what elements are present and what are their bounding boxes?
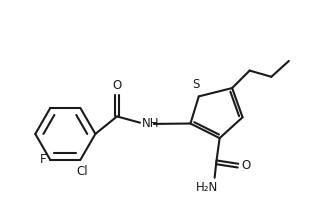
Text: O: O xyxy=(241,159,251,172)
Text: NH: NH xyxy=(142,117,159,131)
Text: O: O xyxy=(113,79,122,92)
Text: F: F xyxy=(40,153,46,166)
Text: S: S xyxy=(192,78,200,91)
Text: H₂N: H₂N xyxy=(196,181,218,194)
Text: Cl: Cl xyxy=(77,165,88,178)
